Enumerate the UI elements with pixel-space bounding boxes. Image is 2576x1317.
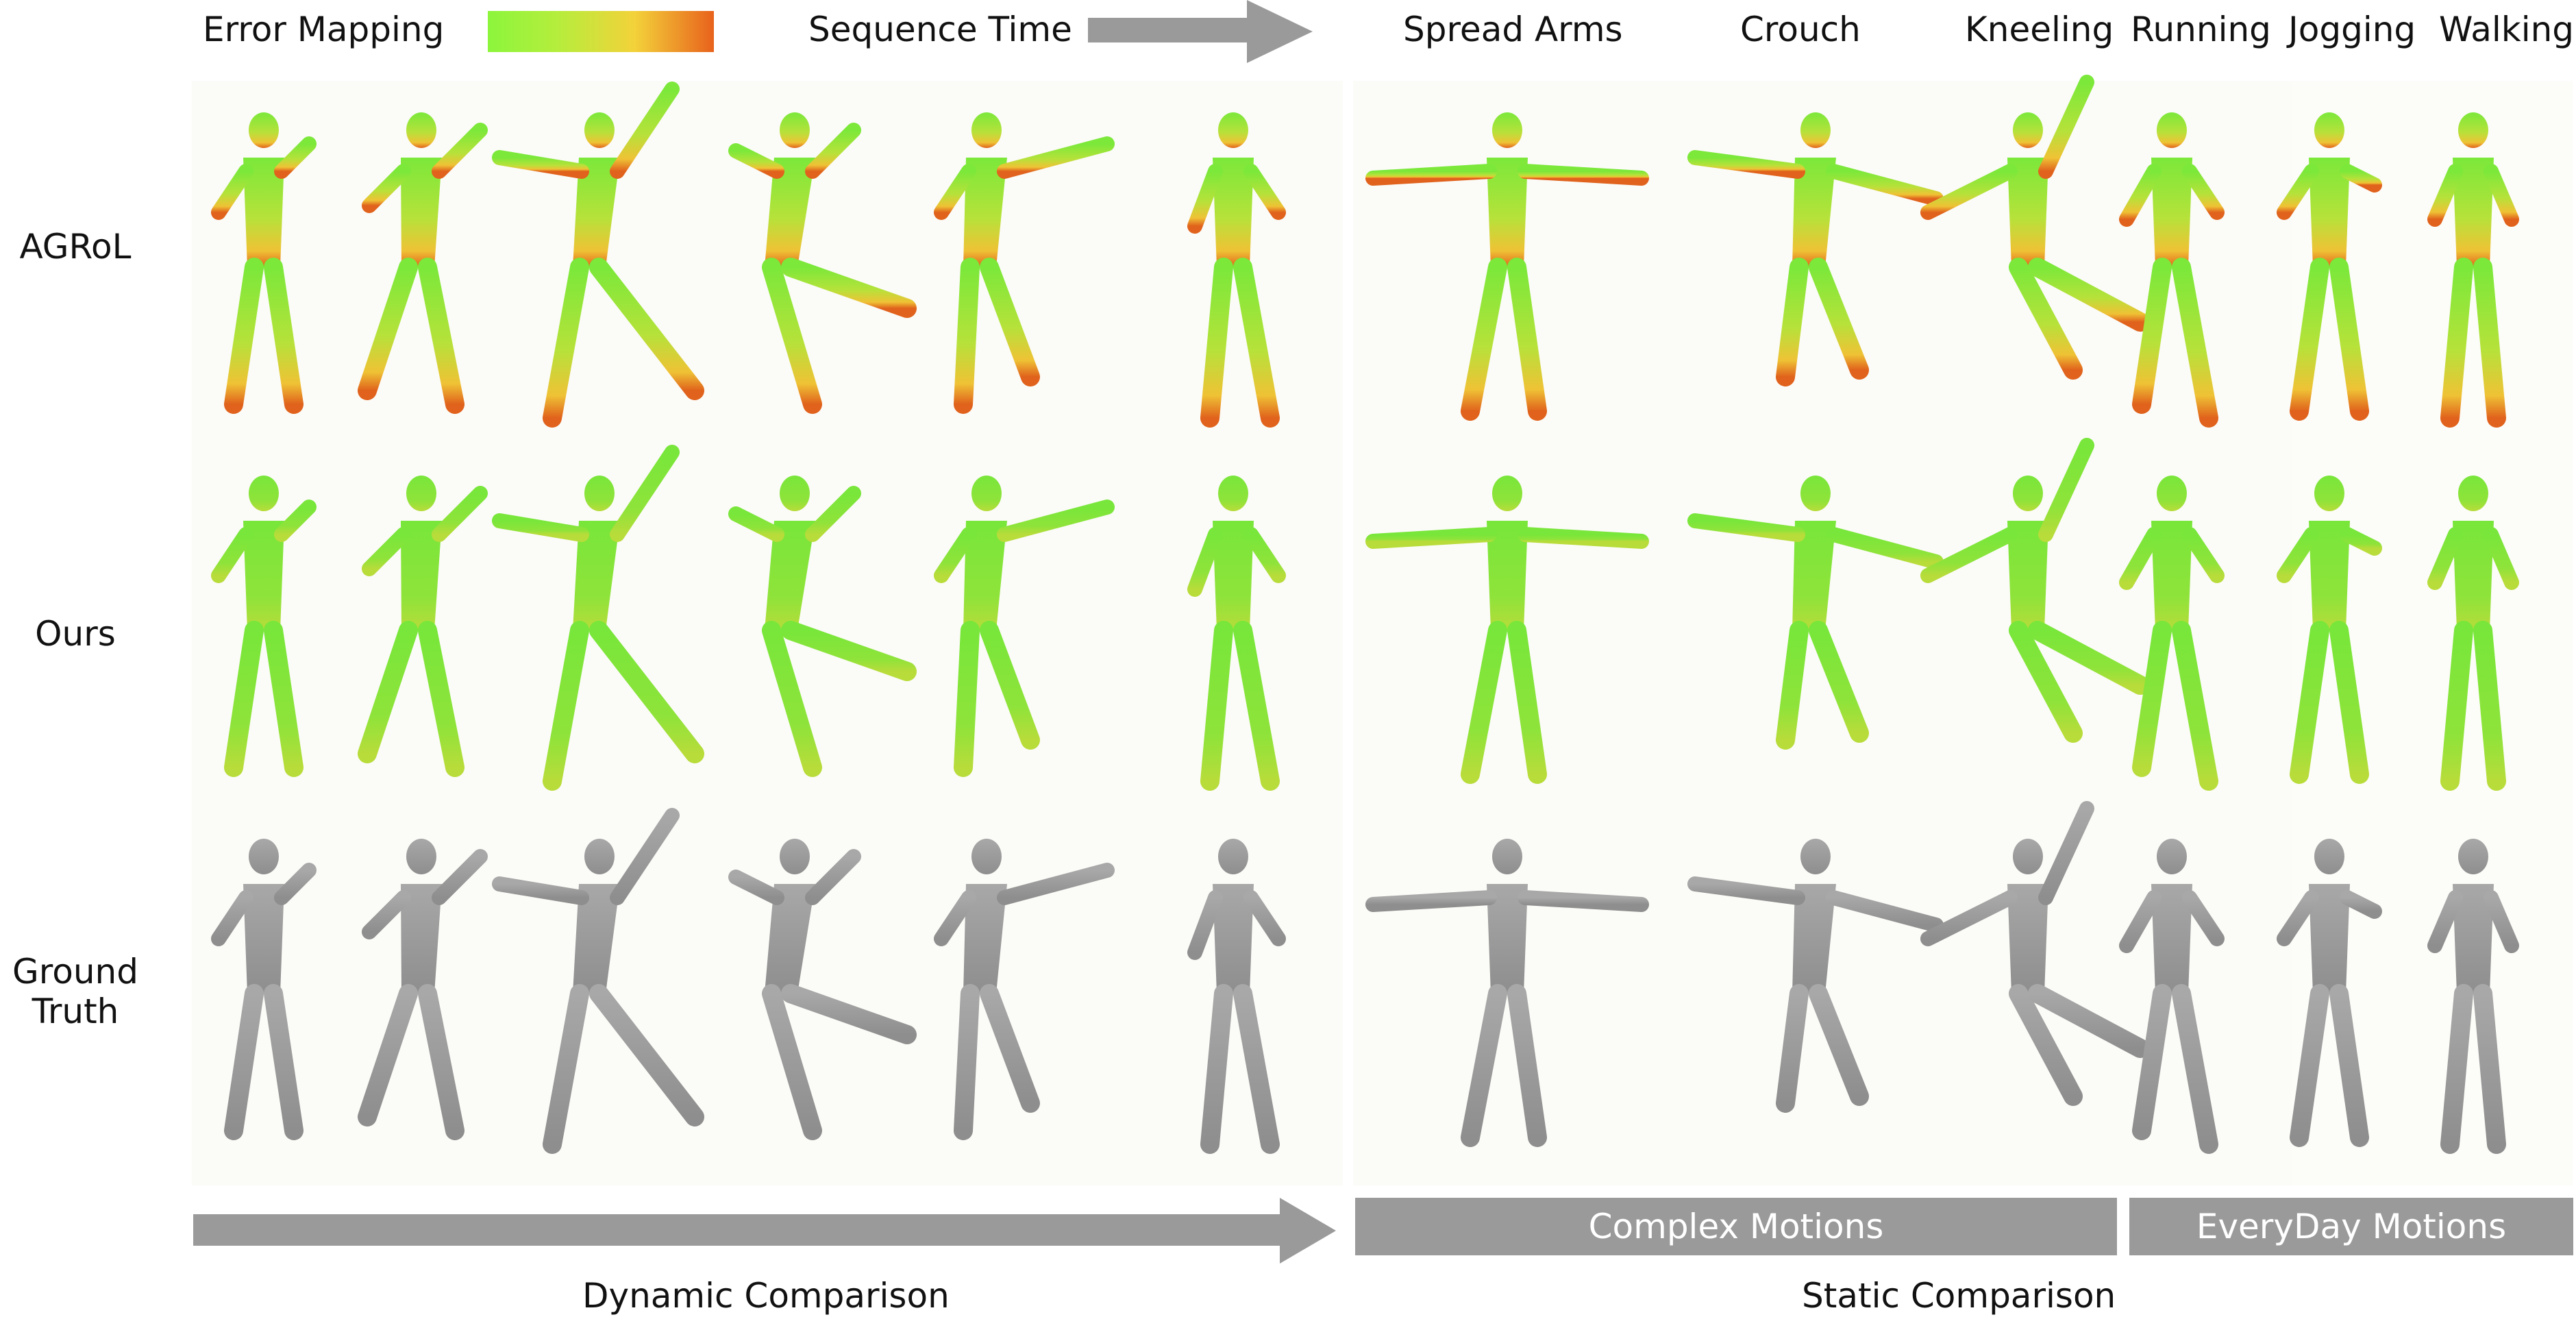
sequence-time-arrow xyxy=(1088,18,1250,42)
figure-agrol-10 xyxy=(2277,112,2382,421)
figure-agrol-9 xyxy=(2119,112,2225,428)
dynamic-arrow xyxy=(193,1214,1283,1246)
col-kneeling: Kneeling xyxy=(1965,10,2114,49)
figure-ours-6 xyxy=(1365,476,1649,784)
sequence-time-label: Sequence Time xyxy=(808,10,1072,49)
figure-gt-11 xyxy=(2427,839,2519,1154)
figure-gt-10 xyxy=(2277,839,2382,1147)
figure-gt-9 xyxy=(2119,839,2225,1154)
figure-agrol-8 xyxy=(1920,75,2150,380)
figure-agrol-4 xyxy=(934,112,1115,414)
figure-ours-3 xyxy=(728,476,917,777)
col-walking: Walking xyxy=(2439,10,2575,49)
col-jogging: Jogging xyxy=(2288,10,2416,49)
figure-agrol-11 xyxy=(2427,112,2519,428)
col-running: Running xyxy=(2131,10,2271,49)
complex-motions-bar: Complex Motions xyxy=(1355,1198,2117,1255)
figure-ours-10 xyxy=(2277,476,2382,784)
row-label-agrol: AGRoL xyxy=(19,227,132,267)
sequence-time-arrowhead xyxy=(1247,0,1313,63)
col-crouch: Crouch xyxy=(1740,10,1861,49)
figure-ours-8 xyxy=(1920,438,2150,743)
row-label-ours: Ours xyxy=(35,614,116,654)
figure-agrol-0 xyxy=(211,112,317,414)
figure-gt-6 xyxy=(1365,839,1649,1147)
figure-ours-7 xyxy=(1687,476,1944,750)
col-spread-arms: Spread Arms xyxy=(1403,10,1623,49)
everyday-motions-bar: EveryDay Motions xyxy=(2129,1198,2573,1255)
figure-ours-1 xyxy=(358,476,488,777)
error-gradient-bar xyxy=(488,11,714,52)
figure-gt-5 xyxy=(1187,839,1286,1154)
static-comparison-label: Static Comparison xyxy=(1802,1276,2116,1316)
figure-ours-0 xyxy=(211,476,317,777)
figure-agrol-7 xyxy=(1687,112,1944,386)
figure-ours-2 xyxy=(492,445,704,791)
row-label-gt-line2: Truth xyxy=(32,992,119,1031)
error-mapping-label: Error Mapping xyxy=(203,10,445,49)
figure-ours-4 xyxy=(934,476,1115,777)
figure-agrol-1 xyxy=(358,112,488,414)
figure-ours-5 xyxy=(1187,476,1286,791)
figure-gt-8 xyxy=(1920,801,2150,1106)
figure-gt-7 xyxy=(1687,839,1944,1113)
figure-gt-2 xyxy=(492,808,704,1154)
figure-gt-1 xyxy=(358,839,488,1140)
figure-gt-4 xyxy=(934,839,1115,1140)
figure-agrol-2 xyxy=(492,82,704,428)
row-label-gt-line1: Ground xyxy=(12,952,138,992)
figure-ours-11 xyxy=(2427,476,2519,791)
figure-agrol-3 xyxy=(728,112,917,414)
figure-agrol-6 xyxy=(1365,112,1649,421)
figure-ours-9 xyxy=(2119,476,2225,791)
dynamic-arrowhead xyxy=(1280,1198,1336,1264)
figure-gt-0 xyxy=(211,839,317,1140)
figure-gt-3 xyxy=(728,839,917,1140)
dynamic-comparison-label: Dynamic Comparison xyxy=(582,1276,950,1316)
figure-agrol-5 xyxy=(1187,112,1286,428)
